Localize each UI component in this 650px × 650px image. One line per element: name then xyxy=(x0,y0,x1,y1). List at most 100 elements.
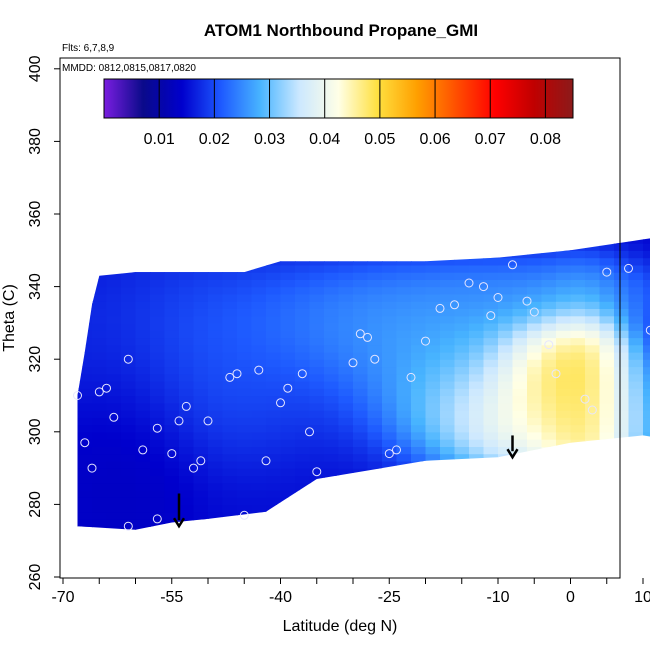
heatmap-cell xyxy=(222,431,238,440)
heatmap-cell xyxy=(135,344,151,353)
heatmap-cell xyxy=(628,264,644,273)
heatmap-cell xyxy=(454,381,470,389)
heatmap-cell xyxy=(193,344,209,353)
heatmap-cell xyxy=(628,526,644,530)
heatmap-cell xyxy=(628,518,644,527)
heatmap-cell xyxy=(92,424,108,433)
heatmap-cell xyxy=(164,402,180,411)
heatmap-cell xyxy=(193,308,209,317)
heatmap-cell xyxy=(193,330,209,339)
heatmap-cell xyxy=(338,286,354,295)
heatmap-cell xyxy=(77,410,93,418)
heatmap-cell xyxy=(150,344,166,353)
heatmap-cell xyxy=(541,330,557,339)
heatmap-cell xyxy=(425,286,441,295)
heatmap-cell xyxy=(208,410,224,418)
y-axis: 260 280 300 320 340 360 380 400 xyxy=(27,55,60,590)
heatmap-cell xyxy=(280,293,296,302)
heatmap-cell xyxy=(106,388,122,397)
heatmap-cell xyxy=(367,351,383,360)
heatmap-cell xyxy=(353,460,369,469)
heatmap-cell xyxy=(599,308,615,317)
heatmap-cell xyxy=(309,286,325,295)
heatmap-cell xyxy=(164,439,180,447)
heatmap-cell xyxy=(309,388,325,397)
heatmap-cell xyxy=(512,286,528,295)
heatmap-cell xyxy=(193,468,209,476)
heatmap-cell xyxy=(425,453,441,462)
observation-point xyxy=(479,282,488,292)
heatmap-cell xyxy=(77,431,93,440)
heatmap-cell xyxy=(135,301,151,309)
heatmap-cell xyxy=(585,388,601,397)
heatmap-cell xyxy=(469,344,485,353)
heatmap-cell xyxy=(92,482,108,491)
heatmap-cell xyxy=(106,526,122,530)
heatmap-cell xyxy=(585,315,601,324)
heatmap-cell xyxy=(150,337,166,346)
heatmap-cell xyxy=(92,272,108,280)
heatmap-cell xyxy=(179,482,195,491)
heatmap-cell xyxy=(92,286,108,295)
heatmap-cell xyxy=(164,279,180,288)
heatmap-cell xyxy=(237,286,253,295)
heatmap-cell xyxy=(367,286,383,295)
heatmap-cell xyxy=(324,395,340,404)
heatmap-cell xyxy=(367,446,383,455)
heatmap-cell xyxy=(367,424,383,433)
heatmap-cell xyxy=(396,322,412,331)
heatmap-cell xyxy=(628,214,644,222)
heatmap-cell xyxy=(92,460,108,469)
heatmap-cell xyxy=(469,431,485,440)
heatmap-cell xyxy=(324,286,340,295)
heatmap-cell xyxy=(367,344,383,353)
heatmap-cell xyxy=(527,402,543,411)
heatmap-cell xyxy=(556,337,572,346)
heatmap-cell xyxy=(512,315,528,324)
heatmap-cell xyxy=(295,482,311,491)
heatmap-cell xyxy=(179,337,195,346)
heatmap-cell xyxy=(469,359,485,368)
heatmap-cell xyxy=(150,286,166,295)
heatmap-cell xyxy=(527,308,543,317)
heatmap-cell xyxy=(266,439,282,447)
heatmap-cell xyxy=(208,286,224,295)
heatmap-cell xyxy=(309,293,325,302)
heatmap-cell xyxy=(498,366,514,375)
heatmap-cell xyxy=(121,402,137,411)
heatmap-cell xyxy=(556,293,572,302)
heatmap-cell xyxy=(599,243,615,251)
heatmap-cell xyxy=(425,308,441,317)
heatmap-cell xyxy=(382,395,398,404)
heatmap-cell xyxy=(135,410,151,418)
heatmap-cell xyxy=(541,257,557,266)
heatmap-cell xyxy=(150,511,166,520)
heatmap-cell xyxy=(440,322,456,331)
heatmap-cell xyxy=(92,489,108,498)
heatmap-cell xyxy=(382,337,398,346)
heatmap-cell xyxy=(628,424,644,433)
heatmap-cell xyxy=(454,373,470,382)
heatmap-cell xyxy=(396,264,412,273)
heatmap-cell xyxy=(483,395,499,404)
heatmap-cell xyxy=(309,410,325,418)
observation-point xyxy=(94,387,104,397)
heatmap-cell xyxy=(411,431,427,440)
heatmap-cell xyxy=(208,439,224,447)
heatmap-cell xyxy=(628,395,644,404)
heatmap-cell xyxy=(135,388,151,397)
heatmap-cell xyxy=(164,388,180,397)
heatmap-cell xyxy=(77,482,93,491)
heatmap-cell xyxy=(411,373,427,382)
flight-arrow-head xyxy=(172,517,186,529)
heatmap-cell xyxy=(295,264,311,273)
heatmap-cell xyxy=(527,439,543,447)
heatmap-cell xyxy=(454,395,470,404)
observation-point xyxy=(254,365,264,375)
heatmap-cell xyxy=(164,337,180,346)
heatmap-cell xyxy=(295,460,311,469)
heatmap-cell xyxy=(643,243,650,251)
heatmap-cell xyxy=(585,424,601,433)
heatmap-cell xyxy=(614,301,630,309)
heatmap-cell xyxy=(92,410,108,418)
